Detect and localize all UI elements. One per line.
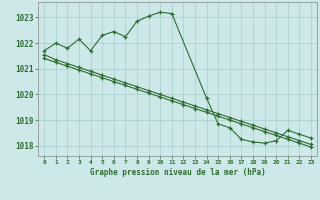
X-axis label: Graphe pression niveau de la mer (hPa): Graphe pression niveau de la mer (hPa)	[90, 168, 266, 177]
